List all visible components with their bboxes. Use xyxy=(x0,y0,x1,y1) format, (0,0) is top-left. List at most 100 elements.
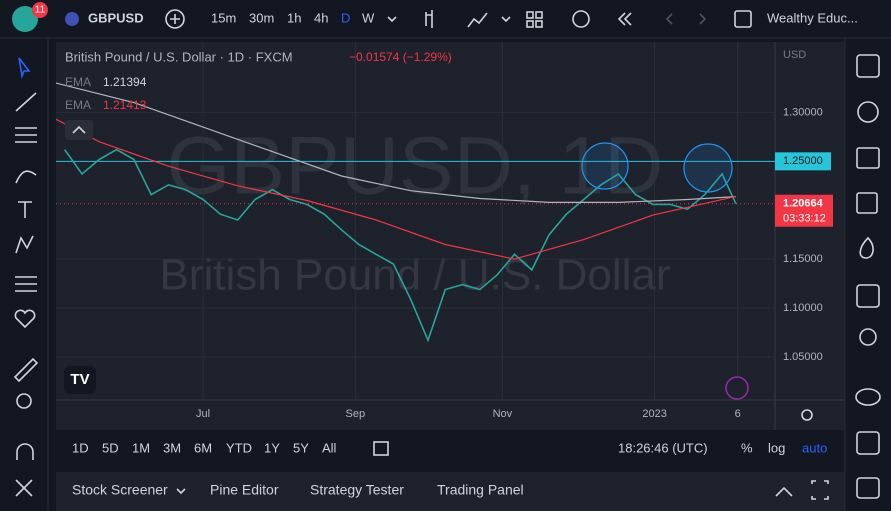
settings-icon[interactable] xyxy=(801,409,813,421)
interval-active[interactable]: D xyxy=(341,10,350,25)
x-tick-label: 6 xyxy=(735,408,741,420)
hotlists-button[interactable] xyxy=(859,236,874,259)
calendar-button[interactable] xyxy=(856,284,880,308)
range-button[interactable]: 5Y xyxy=(293,440,309,455)
tv-logo-mark: TV xyxy=(70,371,89,388)
legend-change: −0.01574 (−1.29%) xyxy=(349,50,452,64)
remove-tool[interactable] xyxy=(15,479,33,497)
expand-panel[interactable] xyxy=(775,486,793,497)
chart-type-icon[interactable] xyxy=(425,10,433,28)
x-tick-label: 2023 xyxy=(642,408,666,420)
collapse-button[interactable] xyxy=(65,120,93,140)
symbol[interactable]: GBPUSD xyxy=(88,10,144,25)
y-tick-label: 1.30000 xyxy=(783,106,823,118)
auto-toggle[interactable]: auto xyxy=(802,440,827,455)
maximize[interactable] xyxy=(811,480,829,500)
chevron[interactable] xyxy=(501,16,511,23)
currency[interactable]: USD xyxy=(783,49,806,61)
tab[interactable]: Stock Screener xyxy=(72,482,168,498)
layout-button[interactable] xyxy=(734,10,752,28)
layout-icon xyxy=(535,20,543,28)
magnet-tool[interactable] xyxy=(16,443,34,460)
price-line xyxy=(64,148,737,343)
annotation-circle xyxy=(683,143,733,193)
chevron[interactable] xyxy=(387,16,397,23)
y-tick-label: 1.15000 xyxy=(783,253,823,265)
ema-line xyxy=(55,82,736,203)
measure-tool[interactable] xyxy=(13,357,39,383)
interval[interactable]: 1h xyxy=(287,10,301,25)
chevron[interactable] xyxy=(176,488,186,495)
redo[interactable] xyxy=(699,13,707,25)
help-button[interactable] xyxy=(856,431,880,455)
messages-button[interactable] xyxy=(856,477,880,499)
alert-icon[interactable] xyxy=(725,376,749,400)
countdown: 03:33:12 xyxy=(783,213,826,225)
range-button[interactable]: YTD xyxy=(226,440,252,455)
range-button[interactable]: All xyxy=(322,440,337,455)
watchlist-button[interactable] xyxy=(856,54,880,78)
layout-icon[interactable] xyxy=(526,11,534,19)
level-label-box xyxy=(775,152,831,171)
range-bar xyxy=(56,432,845,466)
layout-icon xyxy=(535,11,543,19)
collapse-icon xyxy=(72,125,86,134)
add-symbol[interactable] xyxy=(165,9,185,29)
price-label-box xyxy=(775,194,833,227)
pattern-tool[interactable] xyxy=(15,235,34,254)
alerts-button[interactable] xyxy=(857,101,879,123)
tab[interactable]: Strategy Tester xyxy=(310,482,404,498)
tab[interactable]: Pine Editor xyxy=(210,482,279,498)
range-button[interactable]: 1D xyxy=(72,440,89,455)
indicators-icon[interactable] xyxy=(467,12,488,28)
notes-button[interactable] xyxy=(856,192,878,214)
log-toggle[interactable]: log xyxy=(768,440,785,455)
interval[interactable]: 15m xyxy=(211,10,236,25)
favorites-tool[interactable] xyxy=(14,309,36,329)
cursor-tool[interactable] xyxy=(18,57,31,79)
prediction-tool[interactable] xyxy=(15,276,37,292)
ema-value: 1.21394 xyxy=(103,75,147,89)
fib-tool[interactable] xyxy=(15,127,37,143)
replay-button[interactable] xyxy=(617,12,632,26)
price-label: 1.20664 xyxy=(783,198,824,210)
trendline-tool[interactable] xyxy=(15,92,37,112)
alert-button[interactable] xyxy=(572,10,590,28)
account[interactable]: Wealthy Educ... xyxy=(767,10,858,25)
range-button[interactable]: 1M xyxy=(132,440,150,455)
text-tool[interactable] xyxy=(18,201,32,218)
y-tick-label: 1.05000 xyxy=(783,351,823,363)
interval[interactable]: 30m xyxy=(249,10,274,25)
percent-toggle[interactable]: % xyxy=(741,440,753,455)
annotation-circle xyxy=(581,142,629,190)
brush-tool[interactable] xyxy=(15,170,37,184)
tab[interactable]: Trading Panel xyxy=(437,482,524,498)
news-button[interactable] xyxy=(856,147,880,169)
ema-label: EMA xyxy=(65,98,91,112)
zoom-tool[interactable] xyxy=(16,393,32,409)
layout-icon xyxy=(526,20,534,28)
watermark-symbol: GBPUSD, 1D xyxy=(167,121,664,212)
range-button[interactable]: 1Y xyxy=(264,440,280,455)
x-tick-label: Nov xyxy=(493,408,513,420)
level-label: 1.25000 xyxy=(783,155,823,167)
flag-icon xyxy=(65,12,79,26)
range-button[interactable]: 5D xyxy=(102,440,119,455)
ema-line xyxy=(55,118,737,260)
tv-logo xyxy=(64,366,96,394)
clock[interactable]: 18:26:46 (UTC) xyxy=(618,440,708,455)
ideas-button[interactable] xyxy=(859,328,877,346)
interval[interactable]: 4h xyxy=(314,10,328,25)
chart-pane xyxy=(56,42,845,430)
chat-button[interactable] xyxy=(855,388,881,406)
undo[interactable] xyxy=(665,13,673,25)
badge-count: 11 xyxy=(35,5,46,16)
y-tick-label: 1.10000 xyxy=(783,302,823,314)
range-button[interactable]: 6M xyxy=(194,440,212,455)
interval[interactable]: W xyxy=(362,10,375,25)
range-button[interactable]: 3M xyxy=(163,440,181,455)
profile-logo[interactable] xyxy=(12,6,38,32)
goto-date[interactable] xyxy=(373,441,389,456)
